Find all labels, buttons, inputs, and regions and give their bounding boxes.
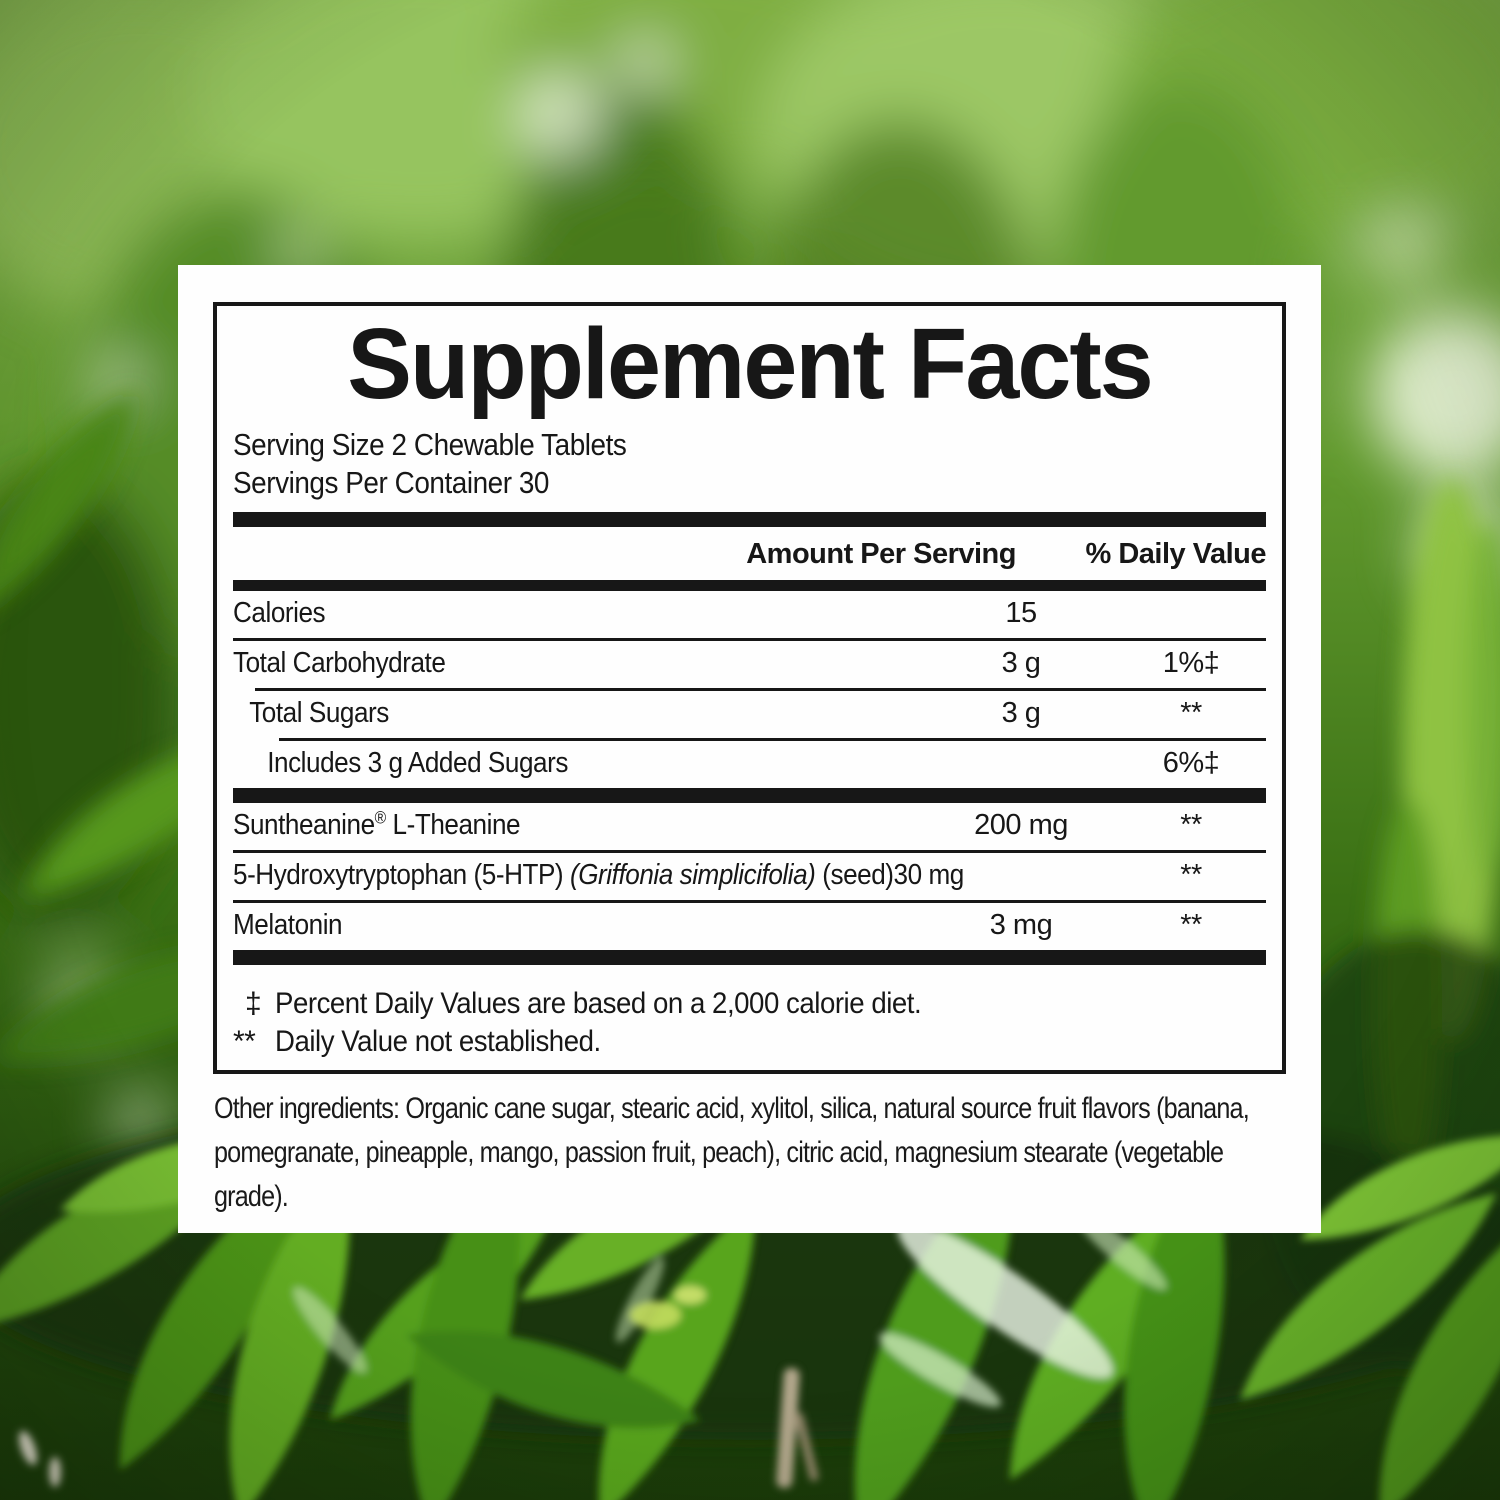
fact-amount-inline: 30 mg bbox=[893, 859, 965, 891]
supplement-facts-title: Supplement Facts bbox=[347, 308, 1153, 420]
fact-name: 5-Hydroxytryptophan (5-HTP) (Griffonia s… bbox=[233, 859, 1028, 892]
row-separator bbox=[233, 900, 1266, 903]
fact-name-part: Suntheanine bbox=[233, 809, 375, 841]
fact-name-part: Includes 3 g Added Sugars bbox=[267, 747, 568, 779]
row-separator bbox=[233, 850, 1266, 853]
fact-amount: 3 g bbox=[1001, 647, 1041, 679]
fact-row: Melatonin 3 mg ** bbox=[233, 903, 1266, 950]
fact-row: Suntheanine® L-Theanine 200 mg ** bbox=[233, 803, 1266, 850]
fact-name-part: ® bbox=[374, 807, 387, 828]
supplement-label-panel: Supplement Facts Serving Size 2 Chewable… bbox=[178, 265, 1321, 1233]
fact-daily-value: ** bbox=[1180, 809, 1202, 841]
fact-row: Total Sugars 3 g ** bbox=[233, 691, 1266, 738]
fact-amount: 3 mg bbox=[989, 909, 1053, 941]
footnote-marker: ‡ bbox=[245, 987, 262, 1020]
fact-amount: 15 bbox=[1005, 597, 1037, 629]
fact-name: Calories bbox=[233, 597, 857, 630]
row-separator bbox=[279, 738, 1266, 741]
fact-daily-value: 6%‡ bbox=[1162, 747, 1220, 779]
nutrient-rows-group: Calories 15 Total Carbohydrate 3 g 1%‡ Total … bbox=[233, 591, 1266, 788]
fact-daily-value: ** bbox=[1180, 909, 1202, 941]
ingredient-rows-group: Suntheanine® L-Theanine 200 mg ** 5-Hydroxy… bbox=[233, 803, 1266, 950]
fact-name: Suntheanine® L-Theanine bbox=[233, 809, 857, 842]
fact-daily-value: ** bbox=[1180, 859, 1202, 891]
daily-value-header: % Daily Value bbox=[1085, 538, 1267, 570]
fact-amount: 3 g bbox=[1001, 697, 1041, 729]
thick-divider-top bbox=[233, 512, 1266, 527]
fact-daily-value: 1%‡ bbox=[1162, 647, 1220, 679]
divider-under-header bbox=[233, 580, 1266, 591]
fact-name-part: Melatonin bbox=[233, 909, 343, 941]
fact-amount: 200 mg bbox=[974, 809, 1068, 841]
fact-name-part: Total Carbohydrate bbox=[233, 647, 446, 679]
fact-row: Calories 15 bbox=[233, 591, 1266, 638]
fact-row: Includes 3 g Added Sugars 6%‡ bbox=[233, 741, 1266, 788]
fact-name: Total Carbohydrate bbox=[233, 647, 857, 680]
fact-name: Includes 3 g Added Sugars bbox=[233, 747, 857, 780]
fact-daily-value: ** bbox=[1180, 697, 1202, 729]
footnote: ** Daily Value not established. bbox=[233, 1023, 1266, 1061]
fact-name-part: 5-Hydroxytryptophan (5-HTP) bbox=[233, 859, 570, 891]
column-header-row: Amount Per Serving % Daily Value bbox=[233, 527, 1266, 580]
footnote-text: Percent Daily Values are based on a 2,00… bbox=[275, 987, 922, 1020]
fact-name: Total Sugars bbox=[233, 697, 857, 730]
row-separator bbox=[233, 638, 1266, 641]
fact-name-part: Calories bbox=[233, 597, 326, 629]
supplement-facts-box: Supplement Facts Serving Size 2 Chewable… bbox=[213, 302, 1286, 1074]
serving-info: Serving Size 2 Chewable Tablets Servings… bbox=[233, 426, 1266, 502]
thick-divider-middle bbox=[233, 788, 1266, 803]
footnote-text: Daily Value not established. bbox=[275, 1025, 601, 1058]
fact-name: Melatonin bbox=[233, 909, 857, 942]
fact-name-part: L-Theanine bbox=[385, 809, 521, 841]
serving-size-text: Serving Size 2 Chewable Tablets bbox=[233, 427, 627, 462]
fact-row: 5-Hydroxytryptophan (5-HTP) (Griffonia s… bbox=[233, 853, 1266, 900]
footnotes: ‡ Percent Daily Values are based on a 2,0… bbox=[233, 985, 1266, 1061]
other-ingredients-text: Other ingredients: Organic cane sugar, s… bbox=[214, 1092, 1250, 1213]
row-separator bbox=[255, 688, 1266, 691]
footnote-marker: ** bbox=[233, 1025, 256, 1058]
servings-per-container-text: Servings Per Container 30 bbox=[233, 465, 549, 500]
amount-per-serving-header: Amount Per Serving bbox=[746, 538, 1016, 570]
fact-name-part: (Griffonia simplicifolia) bbox=[569, 859, 816, 891]
fact-name-part: (seed) bbox=[815, 859, 894, 891]
thick-divider-bottom bbox=[233, 950, 1266, 965]
fact-row: Total Carbohydrate 3 g 1%‡ bbox=[233, 641, 1266, 688]
footnote: ‡ Percent Daily Values are based on a 2,0… bbox=[233, 985, 1266, 1023]
fact-name-part: Total Sugars bbox=[249, 697, 389, 729]
